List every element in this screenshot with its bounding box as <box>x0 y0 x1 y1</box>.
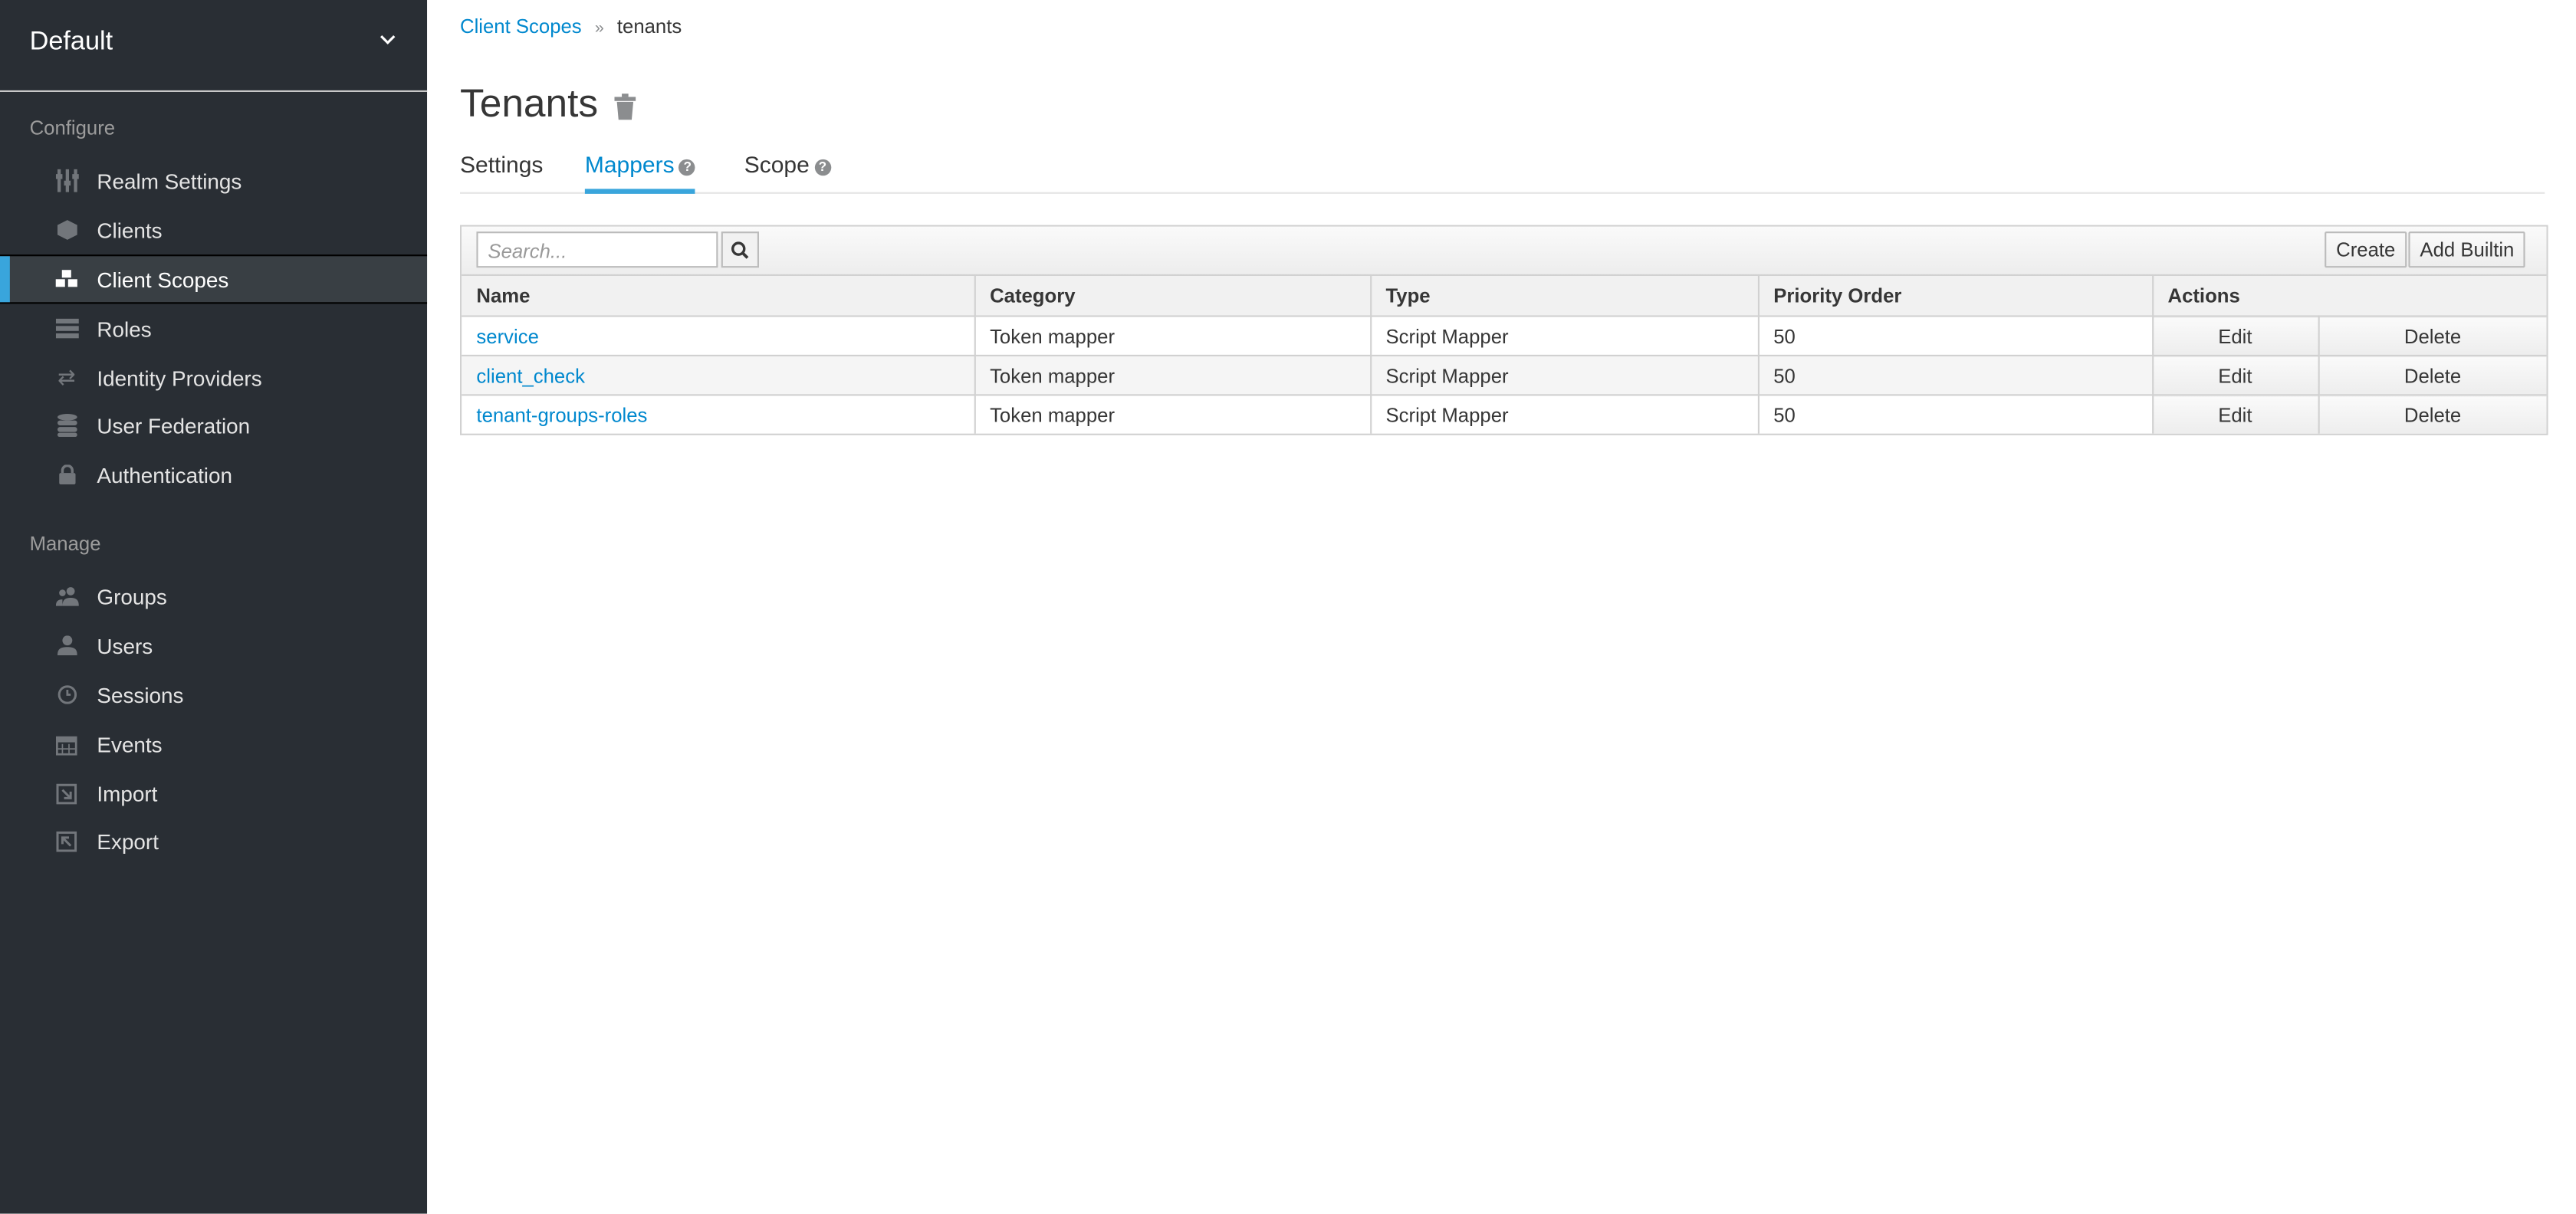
sidebar-item-label: Users <box>97 633 153 658</box>
column-header-name[interactable]: Name <box>462 276 975 317</box>
cubes-icon <box>54 267 79 291</box>
realm-name: Default <box>29 28 113 56</box>
tab-settings[interactable]: Settings <box>460 151 543 192</box>
type-cell: Script Mapper <box>1370 316 1759 356</box>
tab-label: Settings <box>460 151 544 178</box>
mapper-link[interactable]: tenant-groups-roles <box>476 403 648 427</box>
sidebar-item-import[interactable]: Import <box>0 770 427 816</box>
breadcrumb-current: tenants <box>616 15 682 38</box>
sidebar-item-groups[interactable]: Groups <box>0 573 427 619</box>
priority-cell: 50 <box>1757 355 2154 396</box>
sidebar-item-sessions[interactable]: Sessions <box>0 671 427 717</box>
delete-button[interactable]: Delete <box>2318 316 2547 356</box>
help-icon[interactable]: ? <box>814 159 831 176</box>
delete-button[interactable]: Delete <box>2318 395 2547 434</box>
page-title: Tenants <box>460 82 599 126</box>
cube-icon <box>54 218 79 242</box>
column-header-actions: Actions <box>2152 276 2547 317</box>
delete-button[interactable]: Delete <box>2318 355 2547 396</box>
category-cell: Token mapper <box>974 355 1372 396</box>
category-cell: Token mapper <box>974 316 1372 356</box>
sidebar-item-clients[interactable]: Clients <box>0 207 427 253</box>
tab-mappers[interactable]: Mappers? <box>584 151 696 194</box>
sidebar: Default Configure Realm Settings Clients… <box>0 0 428 1214</box>
manage-section-label: Manage <box>29 532 101 556</box>
edit-button[interactable]: Edit <box>2152 395 2319 434</box>
breadcrumb-separator-icon: » <box>594 19 604 38</box>
tab-scope[interactable]: Scope? <box>744 151 831 192</box>
edit-button[interactable]: Edit <box>2152 316 2319 356</box>
calendar-icon <box>54 732 79 756</box>
sidebar-item-label: Export <box>97 828 159 854</box>
column-header-category[interactable]: Category <box>974 276 1372 317</box>
sidebar-item-label: Identity Providers <box>97 365 262 390</box>
realm-selector[interactable]: Default <box>0 0 428 92</box>
sidebar-item-label: Import <box>97 780 158 806</box>
sidebar-item-identity-providers[interactable]: ⇄ Identity Providers <box>0 355 427 401</box>
column-header-type[interactable]: Type <box>1370 276 1759 317</box>
help-icon[interactable]: ? <box>679 159 696 176</box>
priority-cell: 50 <box>1757 395 2154 434</box>
configure-section-label: Configure <box>29 116 116 140</box>
sidebar-item-roles[interactable]: Roles <box>0 306 427 352</box>
table-row: service Token mapper Script Mapper 50 Ed… <box>462 316 2547 356</box>
sliders-icon <box>54 169 79 193</box>
mappers-table: Search... Create Add Builtin Name Catego… <box>460 225 2548 435</box>
sidebar-item-label: Groups <box>97 583 167 609</box>
sidebar-item-client-scopes[interactable]: Client Scopes <box>0 254 428 304</box>
priority-cell: 50 <box>1757 316 2154 356</box>
category-cell: Token mapper <box>974 395 1372 434</box>
sidebar-item-export[interactable]: Export <box>0 818 427 864</box>
import-icon <box>54 781 79 806</box>
tab-label: Mappers <box>584 151 675 178</box>
sidebar-item-events[interactable]: Events <box>0 721 427 767</box>
sidebar-item-user-federation[interactable]: User Federation <box>0 402 427 448</box>
sidebar-item-label: Client Scopes <box>97 267 229 292</box>
search-button[interactable] <box>721 231 759 268</box>
users-icon <box>54 584 79 609</box>
sidebar-item-label: Roles <box>97 316 152 341</box>
clock-icon <box>54 682 79 707</box>
sidebar-item-label: Sessions <box>97 682 184 707</box>
mapper-link[interactable]: service <box>476 324 539 348</box>
tabs: Settings Mappers? Scope? <box>460 151 2545 194</box>
trash-icon[interactable] <box>614 94 636 120</box>
search-icon <box>731 241 749 258</box>
database-icon <box>54 413 79 438</box>
sidebar-item-users[interactable]: Users <box>0 622 427 668</box>
table-row: client_check Token mapper Script Mapper … <box>462 355 2547 396</box>
sidebar-item-authentication[interactable]: Authentication <box>0 451 427 497</box>
sidebar-item-realm-settings[interactable]: Realm Settings <box>0 158 427 204</box>
name-cell: tenant-groups-roles <box>462 395 975 434</box>
tab-label: Scope <box>744 151 810 178</box>
sidebar-item-label: Authentication <box>97 462 233 487</box>
type-cell: Script Mapper <box>1370 355 1759 396</box>
export-icon <box>54 828 79 853</box>
table-row: tenant-groups-roles Token mapper Script … <box>462 395 2547 434</box>
table: Name Category Type Priority Order Action… <box>462 276 2547 434</box>
search-input[interactable]: Search... <box>476 231 718 268</box>
main-content: Client Scopes » tenants Tenants Settings M… <box>427 0 2576 1214</box>
table-header-row: Name Category Type Priority Order Action… <box>462 276 2547 317</box>
create-button[interactable]: Create <box>2325 231 2407 268</box>
name-cell: client_check <box>462 355 975 396</box>
sidebar-item-label: User Federation <box>97 412 251 438</box>
sidebar-item-label: Events <box>97 731 163 756</box>
mapper-link[interactable]: client_check <box>476 363 585 387</box>
edit-button[interactable]: Edit <box>2152 355 2319 396</box>
add-builtin-button[interactable]: Add Builtin <box>2408 231 2526 268</box>
table-toolbar: Search... Create Add Builtin <box>462 226 2547 276</box>
breadcrumb-client-scopes-link[interactable]: Client Scopes <box>460 15 582 38</box>
lock-icon <box>54 462 79 487</box>
sidebar-item-label: Realm Settings <box>97 168 242 193</box>
chevron-down-icon <box>380 35 396 44</box>
column-header-priority[interactable]: Priority Order <box>1757 276 2154 317</box>
exchange-icon: ⇄ <box>58 364 76 389</box>
name-cell: service <box>462 316 975 356</box>
server-icon <box>54 317 79 341</box>
type-cell: Script Mapper <box>1370 395 1759 434</box>
breadcrumb: Client Scopes » tenants <box>460 15 682 38</box>
user-icon <box>54 633 79 658</box>
sidebar-item-label: Clients <box>97 217 163 243</box>
